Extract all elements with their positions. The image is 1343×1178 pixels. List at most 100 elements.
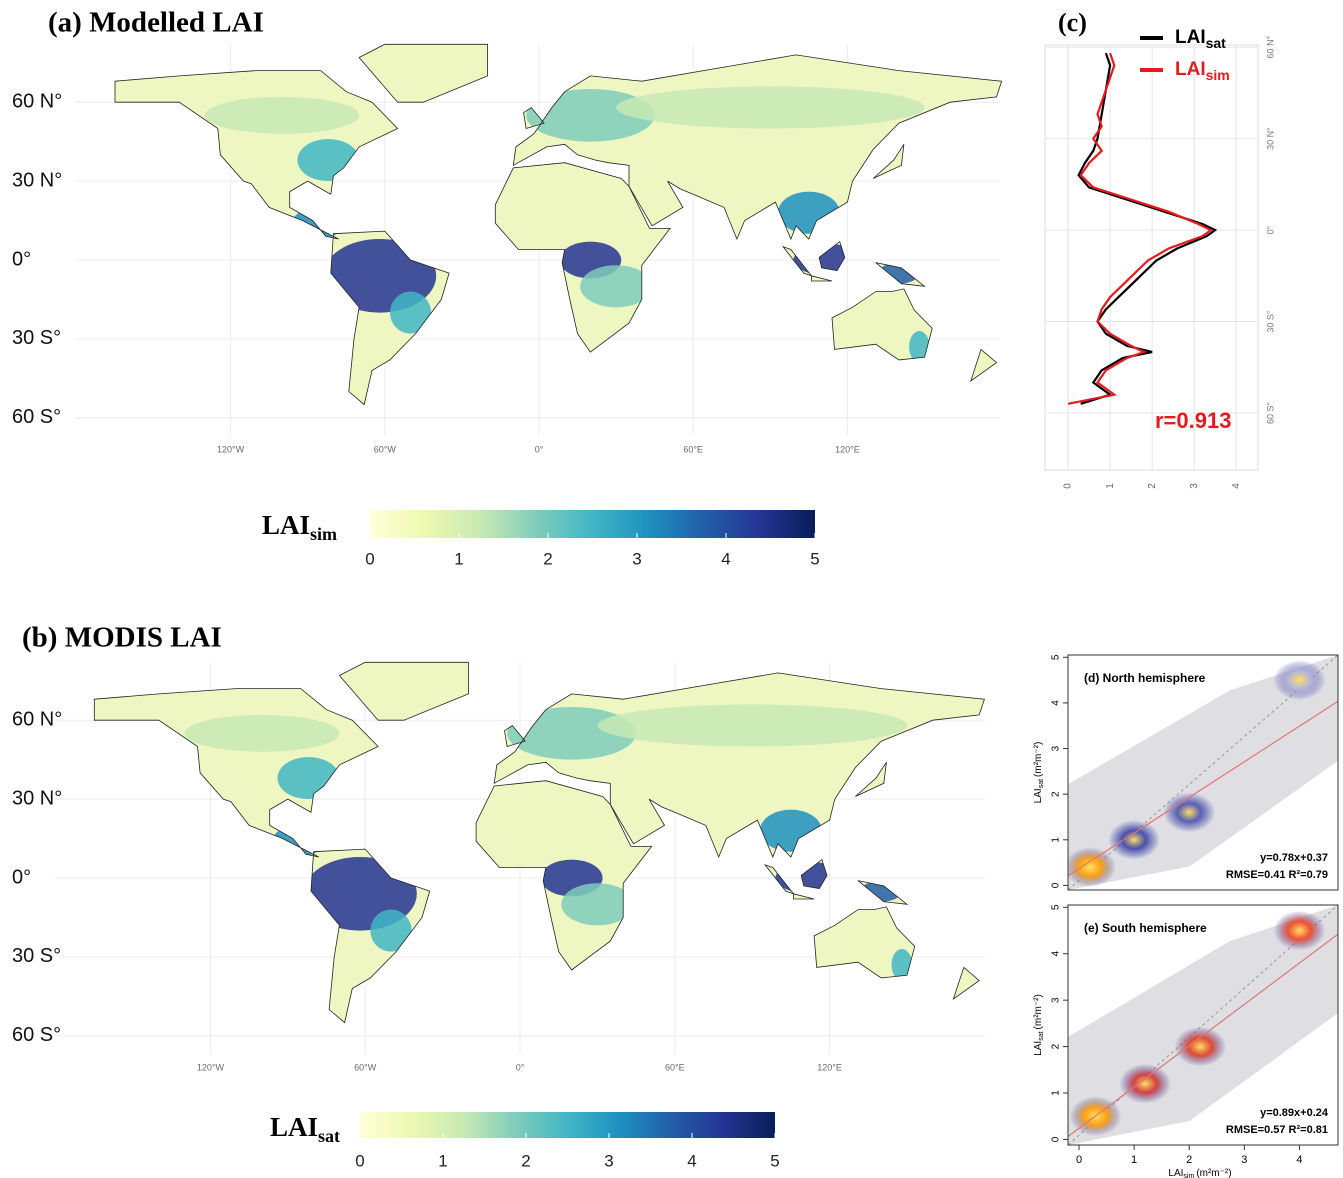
land [115,44,1002,405]
colorbar-tick-label: 5 [770,1151,779,1170]
colorbar-tick-label: 1 [438,1151,447,1170]
colorbar [370,510,815,538]
x-tick-label: 3 [1189,483,1200,489]
coastline [310,848,431,1024]
lat-tick-label: 60 S° [12,406,61,428]
axis-label-unit: (m²m⁻²) [1033,742,1044,777]
lat-tick-label: 60 S° [1265,402,1275,425]
lat-tick-label: 30 S° [12,327,61,349]
coastline [952,966,980,1001]
land-fill [94,662,985,1023]
scatter-panel: (d) North hemisphere y=0.78x+0.37 RMSE=0.4… [1033,654,1339,891]
y-tick-label: 1 [1051,1090,1062,1096]
coastline [494,162,671,353]
lon-tick-label: 60°E [683,444,703,454]
colorbar-tick-label: 0 [355,1151,364,1170]
colorbar-tick-label: 5 [810,549,819,568]
colorbar-label-main: LAI [262,510,310,540]
x-tick-label: 4 [1296,1154,1302,1166]
lat-tick-label: 60 N° [12,708,62,730]
legend-label-sub: sat [1206,35,1227,51]
panel-title: (b) MODIS LAI [22,622,222,654]
coastline [811,275,833,282]
y-tick-label: 4 [1051,951,1062,957]
colorbar-tick-label: 0 [365,549,374,568]
axis-label-main: LAI [1168,1168,1183,1178]
colorbar-label: LAIsim [262,510,337,544]
x-tick-label: 3 [1241,1154,1247,1166]
plot-body [1068,905,1338,1145]
coastline [338,661,469,721]
axis-label-main: LAI [1033,788,1044,803]
profile-line [1067,52,1214,405]
x-tick-label: 0 [1063,483,1074,489]
profile-line [1077,52,1218,405]
lon-tick-label: 120°E [835,444,860,454]
panel-title: (e) South hemisphere [1084,921,1207,935]
coastline [358,43,489,103]
coastline [523,106,545,130]
lon-tick-label: 120°W [197,1062,225,1072]
lat-tick-label: 30 S° [1265,310,1275,333]
coastline [818,240,846,271]
plot-frame [1067,904,1339,1146]
coastline [114,70,399,240]
colorbar-tick-label: 1 [454,549,463,568]
y-tick-label: 2 [1051,791,1062,797]
y-tick-label: 3 [1051,745,1062,751]
density-hotspot [1273,910,1326,951]
colorbar-tick-label: 3 [604,1151,613,1170]
colorbar-label-sub: sim [310,524,337,544]
legend-label: LAIsat [1175,27,1226,51]
x-axis-label: LAIsim (m²m⁻²) [1168,1168,1231,1178]
vegetation-patch [204,96,360,134]
land-fill [115,44,1002,405]
colorbar-tick-label: 2 [543,549,552,568]
vegetation-patch [580,265,653,308]
density-hotspot [1108,819,1161,860]
density-hotspot [1119,1063,1172,1104]
map-panel: (b) MODIS LAI 60 N° 30 N° 0° 30 S° 60 S° 120°W… [12,622,985,1170]
legend-label-main: LAI [1175,27,1206,48]
plot-frame [1067,654,1339,891]
fit-line [1068,700,1338,877]
y-tick-label: 0 [1051,882,1062,888]
y-tick-label: 2 [1051,1043,1062,1049]
y-tick-label: 1 [1051,837,1062,843]
x-tick-label: 2 [1186,1154,1192,1166]
scatter-panel: (e) South hemisphere y=0.89x+0.24 RMSE=0.5… [1033,904,1339,1178]
axis-label-main: LAI [1033,1041,1044,1056]
density-hotspot [1174,1026,1227,1067]
x-tick-label: 4 [1231,483,1242,489]
colorbar-tick-label: 2 [521,1151,530,1170]
lon-tick-label: 0° [516,1062,525,1072]
coastline [512,54,1003,241]
y-tick-label: 5 [1051,904,1062,910]
x-tick-label: 0 [1076,1154,1082,1166]
coastline [330,230,450,406]
colorbar-tick-label: 4 [721,549,730,568]
coastline [504,724,526,748]
coastline [857,880,909,905]
y-axis-label: LAIsat (m²m⁻²) [1033,994,1045,1056]
fit-line [1068,933,1338,1138]
annotation: y=0.78x+0.37 [1260,852,1328,864]
axis-label-unit: (m²m⁻²) [1033,994,1044,1029]
lon-tick-label: 120°W [217,444,245,454]
colorbar-tick-label: 3 [632,549,641,568]
coastline [800,858,828,889]
panel-title: (c) [1058,8,1087,37]
lat-tick-label: 30 N° [12,169,62,191]
vegetation-patch [616,86,925,129]
annotation: y=0.89x+0.24 [1260,1107,1329,1119]
vegetation-patch [860,880,902,902]
y-tick-label: 3 [1051,997,1062,1003]
colorbar-label-main: LAI [270,1112,318,1142]
legend-label-sub: sim [1206,67,1230,83]
vegetation-patch [370,909,412,952]
annotation: RMSE=0.57 R²=0.81 [1226,1124,1328,1136]
x-tick-label: 2 [1147,483,1158,489]
